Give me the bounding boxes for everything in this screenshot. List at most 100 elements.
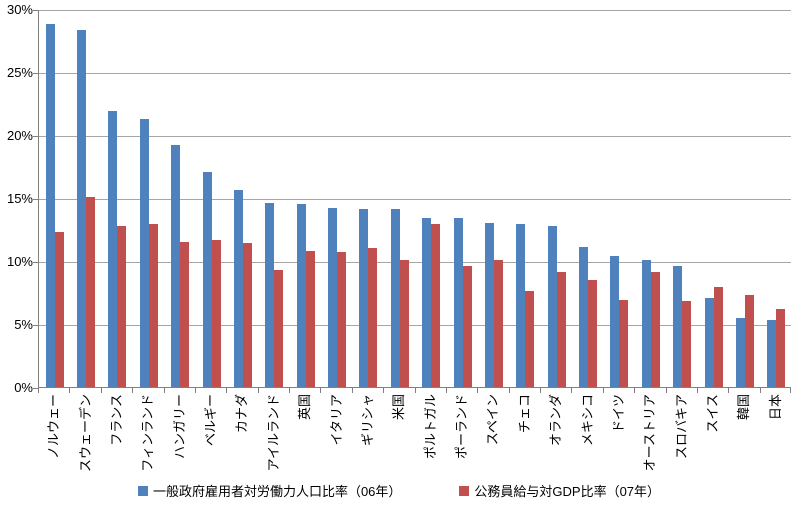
- bar-series0: [641, 259, 651, 387]
- bar-series1: [588, 279, 598, 387]
- bar-group: [133, 10, 164, 387]
- bar-series0: [265, 203, 275, 387]
- bar-series0: [202, 171, 212, 387]
- bar-series0: [547, 225, 557, 387]
- y-axis-tick: [33, 135, 38, 137]
- bar-series1: [744, 295, 754, 387]
- x-axis-label: オランダ: [548, 394, 564, 447]
- bar-series1: [368, 248, 378, 387]
- x-axis-tick: [383, 388, 385, 393]
- bar-series0: [704, 297, 714, 387]
- x-axis-label: スイス: [705, 394, 721, 433]
- y-axis-tick: [33, 198, 38, 200]
- x-axis-tick: [351, 388, 353, 393]
- bar-series1: [650, 272, 660, 387]
- y-axis-label: 10%: [6, 254, 33, 269]
- x-axis-tick: [571, 388, 573, 393]
- gridline: [39, 198, 791, 200]
- bar-group: [416, 10, 447, 387]
- bar-series0: [673, 266, 683, 387]
- bar-group: [698, 10, 729, 387]
- bar-group: [70, 10, 101, 387]
- legend-label: 一般政府雇用者対労働力人口比率（06年）: [152, 484, 402, 499]
- y-axis-label: 25%: [6, 65, 33, 80]
- bar-series1: [117, 225, 127, 387]
- bar-series1: [776, 308, 786, 387]
- x-axis-label: チェコ: [516, 394, 532, 434]
- x-axis-label: アイルランド: [265, 394, 281, 472]
- bar-series1: [180, 242, 190, 387]
- x-axis-label: ポーランド: [454, 394, 470, 460]
- legend-swatch-icon: [459, 485, 470, 496]
- x-axis-label: フィンランド: [140, 394, 156, 472]
- bar-series1: [211, 239, 221, 387]
- y-axis-label: 0%: [14, 380, 33, 395]
- gridline: [39, 261, 791, 263]
- bar-group: [290, 10, 321, 387]
- x-axis-tick: [163, 388, 165, 393]
- x-axis-label: ギリシャ: [359, 394, 375, 447]
- legend-item: 一般政府雇用者対労働力人口比率（06年）: [137, 481, 402, 500]
- bar-series1: [493, 259, 503, 387]
- x-axis-label: フランス: [108, 394, 124, 446]
- y-axis-tick: [33, 9, 38, 11]
- bar-group: [165, 10, 196, 387]
- bar-series0: [108, 111, 118, 387]
- bar-group: [447, 10, 478, 387]
- bar-group: [761, 10, 792, 387]
- bar-series1: [431, 224, 441, 387]
- x-axis-tick: [634, 388, 636, 393]
- x-axis-label: イタリア: [328, 394, 344, 446]
- bar-series0: [767, 320, 777, 387]
- y-axis-tick: [33, 387, 38, 389]
- bar-series1: [305, 250, 315, 387]
- x-axis-tick: [508, 388, 510, 393]
- gridline: [39, 324, 791, 326]
- bar-series1: [462, 266, 472, 387]
- bar-series1: [619, 300, 629, 387]
- bar-series0: [233, 190, 243, 387]
- x-axis-tick: [194, 388, 196, 393]
- bar-group: [541, 10, 572, 387]
- y-axis-label: 5%: [14, 317, 33, 332]
- x-axis-label: 英国: [297, 394, 313, 421]
- x-axis-label: カナダ: [234, 394, 250, 434]
- bar-group: [321, 10, 352, 387]
- x-axis-tick: [728, 388, 730, 393]
- bar-group: [729, 10, 760, 387]
- bar-group: [510, 10, 541, 387]
- bar-group: [635, 10, 666, 387]
- bar-group: [572, 10, 603, 387]
- gridline: [39, 9, 791, 11]
- bar-series1: [54, 232, 64, 387]
- x-axis-label: ポルトガル: [422, 394, 438, 460]
- bar-series0: [390, 209, 400, 387]
- x-axis-tick: [790, 388, 791, 393]
- y-axis-label: 15%: [6, 191, 33, 206]
- y-axis-label: 30%: [6, 2, 33, 17]
- x-axis-label: 韓国: [736, 394, 752, 421]
- bar-series0: [735, 317, 745, 387]
- x-axis-tick: [69, 388, 71, 393]
- x-axis-label: ハンガリー: [171, 394, 187, 460]
- bar-group: [196, 10, 227, 387]
- bar-group: [39, 10, 70, 387]
- bar-series1: [713, 287, 723, 387]
- x-axis-label: ドイツ: [610, 394, 626, 434]
- x-axis-label: ベルギー: [203, 394, 219, 447]
- bar-group: [384, 10, 415, 387]
- bar-series1: [148, 224, 158, 387]
- y-axis-tick: [33, 261, 38, 263]
- x-axis-tick: [289, 388, 290, 393]
- legend-label: 公務員給与対GDP比率（07年）: [474, 484, 661, 499]
- bar-group: [102, 10, 133, 387]
- plot-area: [38, 9, 792, 388]
- x-axis-label: ノルウェー: [46, 394, 62, 460]
- bar-series1: [399, 259, 409, 387]
- y-axis-tick: [33, 72, 38, 74]
- bar-series0: [453, 218, 463, 387]
- x-axis-tick: [414, 388, 416, 393]
- bar-group: [478, 10, 509, 387]
- bar-series0: [171, 145, 181, 387]
